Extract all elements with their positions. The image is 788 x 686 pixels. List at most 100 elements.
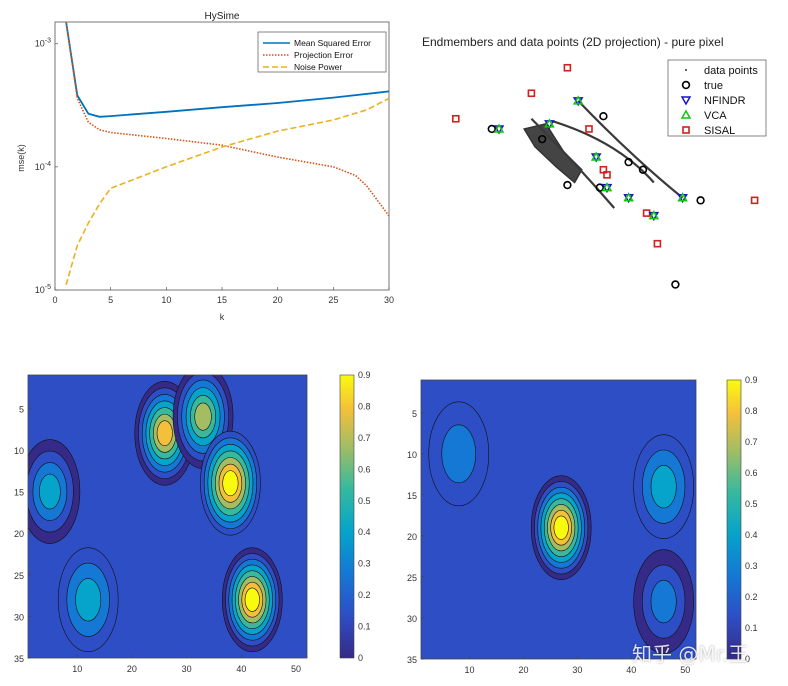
colorbar <box>339 374 355 659</box>
contour-level <box>194 402 212 431</box>
vca-marker <box>493 123 505 133</box>
true-marker <box>671 280 680 289</box>
x-tick-label: 15 <box>217 295 227 305</box>
sisal-marker <box>527 89 536 98</box>
true-marker <box>638 165 648 174</box>
x-tick-label: 40 <box>626 665 636 675</box>
legend: Mean Squared Error Projection Error Noise … <box>257 31 387 73</box>
colorbar-tick-label: 0.6 <box>358 464 371 474</box>
x-tick-label: 25 <box>328 295 338 305</box>
legend-label: true <box>704 80 723 92</box>
colorbar-tick-label: 0.2 <box>358 590 371 600</box>
x-tick-label: 20 <box>518 665 528 675</box>
x-tick-label: 10 <box>161 295 171 305</box>
series-line-2 <box>65 22 389 217</box>
y-tick-label: 25 <box>14 571 24 581</box>
true-marker <box>624 157 633 167</box>
contour-level <box>650 579 677 624</box>
hysime-panel: HySime 0 5 10 15 20 25 30 10-5 10-4 10-3 k mse(k)… <box>16 11 394 322</box>
colorbar-tick-label: 0.6 <box>745 468 758 478</box>
colorbar-tick-label: 0.8 <box>745 406 758 416</box>
contour-level <box>39 473 61 510</box>
sisal-marker <box>750 196 759 205</box>
x-tick-label: 5 <box>108 295 113 305</box>
colorbar-tick-label: 0.2 <box>745 592 758 602</box>
vca-marker <box>677 192 688 202</box>
vca-marker <box>572 95 584 105</box>
x-tick-label: 30 <box>572 665 582 675</box>
sisal-marker <box>603 171 611 179</box>
true-marker <box>595 183 604 192</box>
true-marker <box>537 134 547 144</box>
x-tick-label: 30 <box>182 664 192 674</box>
plot-area <box>27 374 308 659</box>
x-tick-label: 0 <box>52 295 57 305</box>
true-marker <box>696 196 705 205</box>
abundance-map-2: 10 20 30 40 50 5 10 15 20 25 30 35 0 0.1 0.2 0.3 0.4 0.5… <box>407 375 758 675</box>
x-tick-label: 50 <box>291 664 301 674</box>
data-points-arc <box>577 100 684 199</box>
y-tick-label: 15 <box>407 491 417 501</box>
legend-swatch <box>682 126 690 134</box>
true-marker <box>599 111 608 121</box>
colorbar-tick-label: 0.9 <box>745 375 758 385</box>
x-tick-label: 50 <box>680 665 690 675</box>
sisal-marker <box>642 209 651 217</box>
contour-level <box>441 424 477 484</box>
legend-swatch <box>685 69 687 71</box>
chart-title: HySime <box>204 11 239 22</box>
colorbar-tick-label: 0.5 <box>358 496 371 506</box>
legend-label: Mean Squared Error <box>294 38 371 48</box>
y-tick-label: 20 <box>14 529 24 539</box>
x-tick-label: 40 <box>236 664 246 674</box>
sisal-marker <box>585 125 593 133</box>
colorbar-tick-label: 0 <box>358 653 363 663</box>
colorbar <box>726 379 742 660</box>
contour-level <box>553 515 569 540</box>
x-tick-label: 30 <box>384 295 394 305</box>
vca-marker <box>601 182 613 192</box>
y-tick-label: 10-3 <box>35 38 51 49</box>
y-axis-label: mse(k) <box>16 144 26 172</box>
y-tick-label: 5 <box>412 409 417 419</box>
legend-box <box>667 59 767 137</box>
y-tick-label: 30 <box>407 614 417 624</box>
y-tick-label: 10-5 <box>35 284 51 295</box>
legend-label: Projection Error <box>294 50 353 60</box>
chart-title: Endmembers and data points (2D projectio… <box>422 35 724 49</box>
y-tick-label: 5 <box>19 404 24 414</box>
legend-box <box>257 31 387 73</box>
contour-level <box>222 470 239 497</box>
colorbar-tick-label: 0.1 <box>745 623 758 633</box>
y-tick-label: 10 <box>14 446 24 456</box>
y-tick-label: 10 <box>407 450 417 460</box>
legend-swatch <box>680 109 692 119</box>
sisal-marker <box>451 114 460 123</box>
x-tick-label: 20 <box>127 664 137 674</box>
legend: data points true NFINDR VCA SISAL <box>667 59 767 137</box>
x-tick-label: 10 <box>465 665 475 675</box>
series-line-1 <box>65 22 389 118</box>
x-axis-label: k <box>220 312 225 322</box>
contour-level <box>156 420 173 447</box>
watermark: 知乎 @Mr.王 <box>632 642 749 666</box>
y-tick-label: 10-4 <box>35 161 51 172</box>
vca-marker <box>648 210 660 220</box>
endmember-panel: Endmembers and data points (2D projectio… <box>422 35 767 289</box>
vca-marker <box>590 151 602 161</box>
colorbar-tick-label: 0.3 <box>745 561 758 571</box>
contour-level <box>244 587 260 612</box>
data-points-arc <box>530 117 616 209</box>
legend-label: NFINDR <box>704 95 746 107</box>
contour-level <box>75 578 102 622</box>
y-tick-label: 15 <box>14 488 24 498</box>
y-tick-label: 35 <box>14 654 24 664</box>
colorbar-tick-label: 0.5 <box>745 499 758 509</box>
colorbar-tick-label: 0.7 <box>745 437 758 447</box>
x-tick-label: 10 <box>72 664 82 674</box>
y-tick-label: 25 <box>407 573 417 583</box>
abundance-map-1: 10 20 30 40 50 5 10 15 20 25 30 35 0 0.1 0.2 0.3 0.4 0.5… <box>14 370 371 674</box>
data-points-cloud <box>523 122 583 184</box>
legend-swatch <box>680 96 692 106</box>
